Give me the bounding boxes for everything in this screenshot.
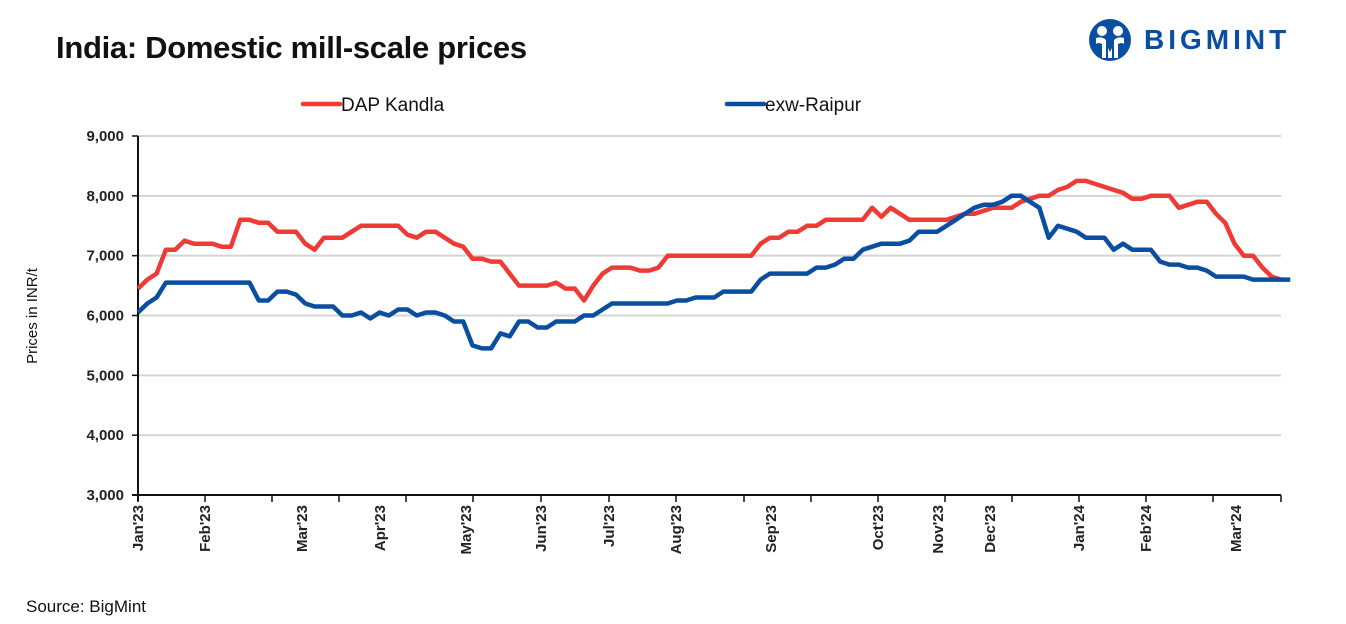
y-tick-label: 7,000 xyxy=(86,248,124,265)
y-tick-label: 3,000 xyxy=(86,487,124,504)
bigmint-logo: BIGMINT xyxy=(1088,18,1290,62)
x-tick-label: Dec'23 xyxy=(982,505,999,553)
legend: DAP Kandla exw-Raipur xyxy=(300,95,862,116)
x-tick-label: Mar'24 xyxy=(1228,504,1245,552)
y-tick-label: 4,000 xyxy=(86,427,124,444)
series-line-exw-raipur xyxy=(136,193,1291,351)
y-tick-labels: 3,000 4,000 5,000 6,000 7,000 8,000 9,000 xyxy=(86,128,124,504)
logo-text: BIGMINT xyxy=(1144,24,1291,55)
x-tick-label: Jul'23 xyxy=(601,505,618,547)
source-note: Source: BigMint xyxy=(26,597,146,616)
legend-label: exw-Raipur xyxy=(765,95,862,116)
chart-title: India: Domestic mill-scale prices xyxy=(56,30,527,65)
legend-label: DAP Kandla xyxy=(341,95,445,116)
series-line-dap-kandla xyxy=(136,178,1282,303)
x-tick-label: Feb'24 xyxy=(1138,504,1155,552)
x-tick-label: Jun'23 xyxy=(533,505,550,552)
x-tick-label: Apr'23 xyxy=(372,505,389,551)
axes xyxy=(132,135,1282,502)
x-tick-label: Jan'23 xyxy=(130,505,147,551)
legend-item: exw-Raipur xyxy=(724,95,862,116)
x-tick-labels: Jan'23 Feb'23 Mar'23 Apr'23 May'23 Jun'23 Jul'… xyxy=(130,504,1245,554)
grid-lines xyxy=(138,135,1281,437)
y-tick-label: 9,000 xyxy=(86,128,124,145)
bigmint-logo-icon xyxy=(1089,19,1131,61)
x-tick-label: Sep'23 xyxy=(763,505,780,553)
x-tick-label: Nov'23 xyxy=(930,505,947,554)
x-tick-label: May'23 xyxy=(458,505,475,554)
y-tick-label: 8,000 xyxy=(86,188,124,205)
series-lines xyxy=(136,178,1291,351)
x-tick-label: Aug'23 xyxy=(668,505,685,554)
y-tick-label: 6,000 xyxy=(86,308,124,325)
x-tick-label: Mar'23 xyxy=(294,505,311,552)
y-axis-label: Prices in INR/t xyxy=(24,267,41,364)
legend-item: DAP Kandla xyxy=(300,95,445,116)
x-tick-label: Feb'23 xyxy=(197,505,214,552)
x-tick-label: Jan'24 xyxy=(1071,504,1088,551)
x-tick-label: Oct'23 xyxy=(870,505,887,550)
y-tick-label: 5,000 xyxy=(86,367,124,384)
